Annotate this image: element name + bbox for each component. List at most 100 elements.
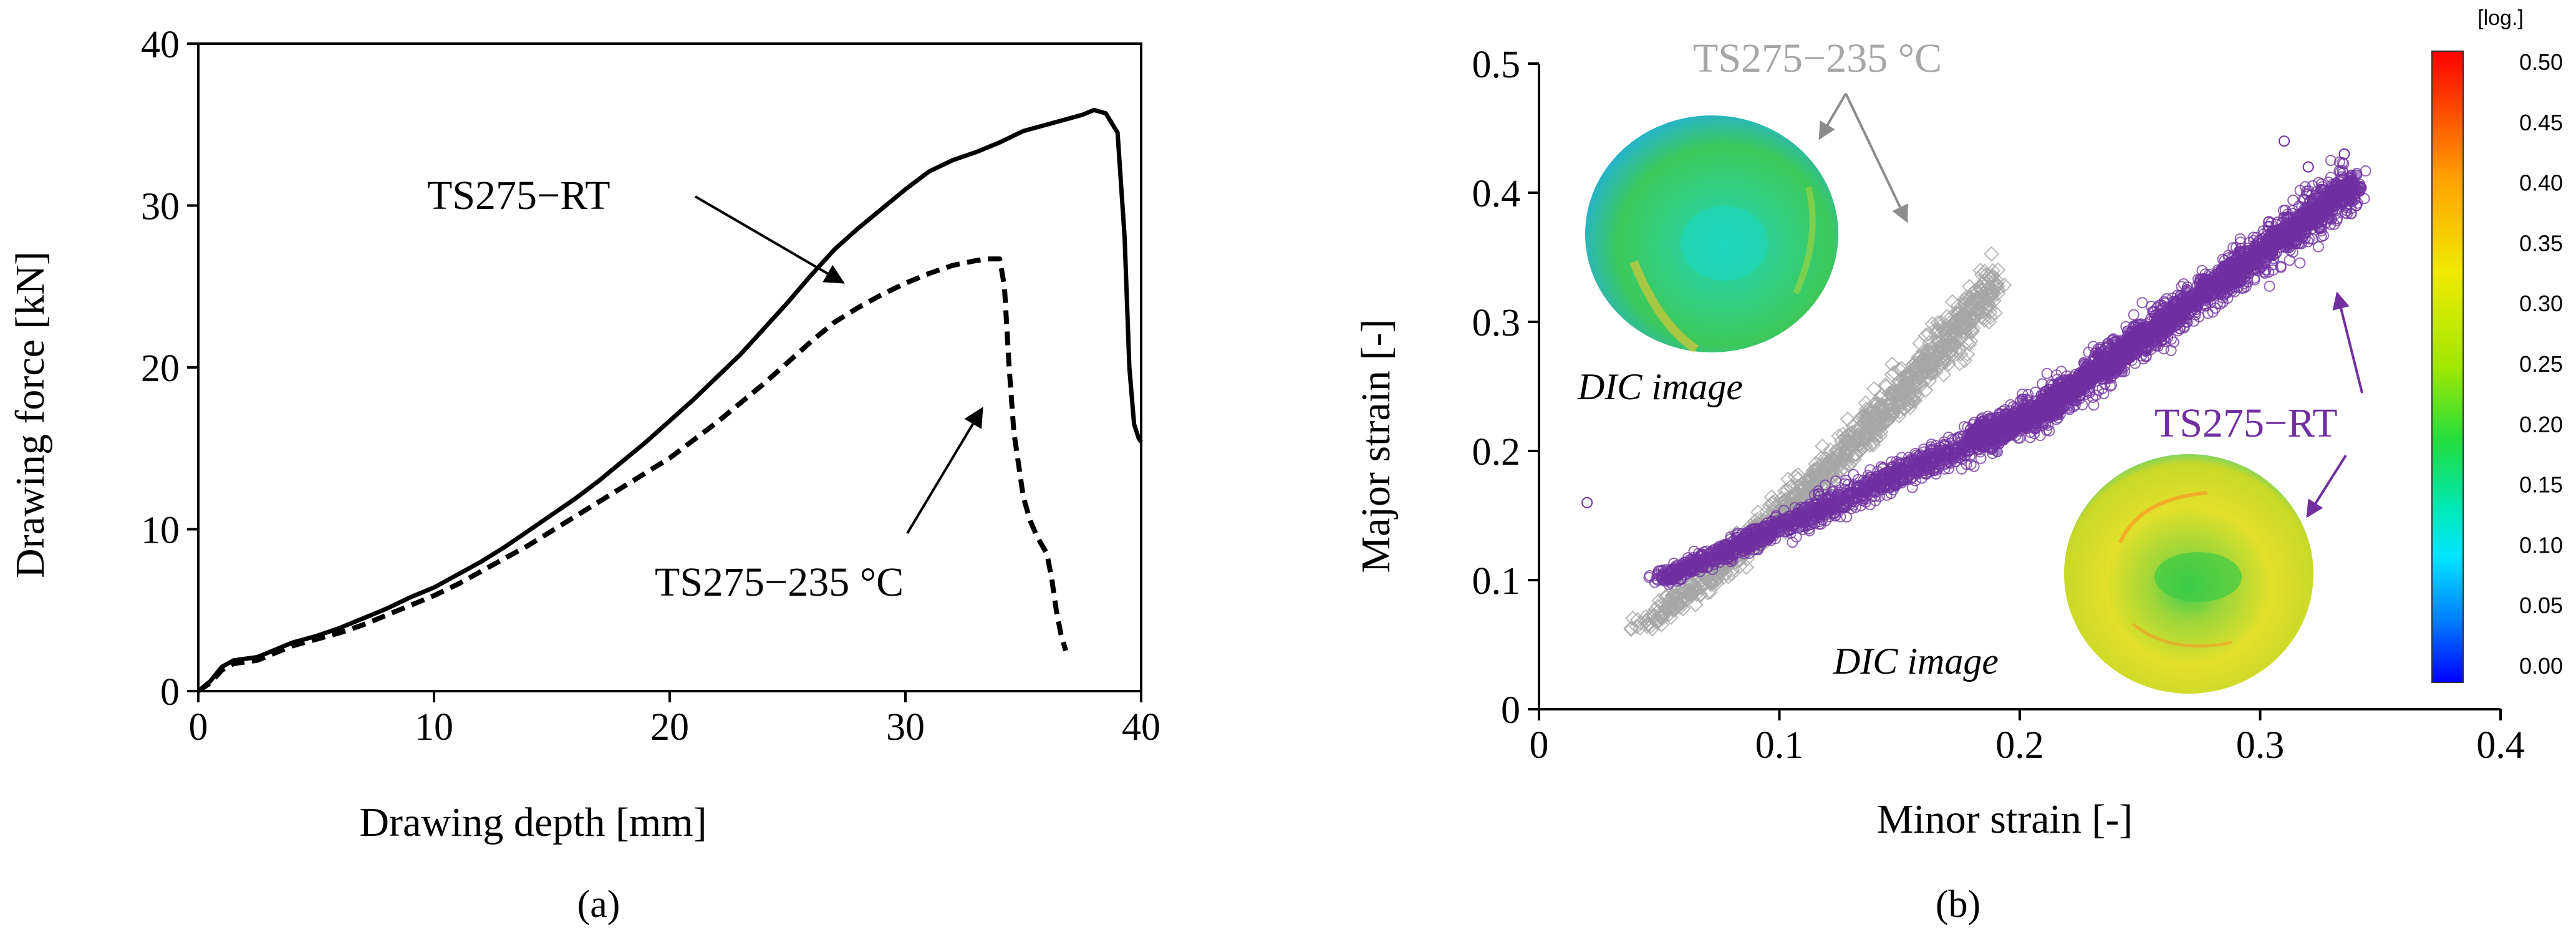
panel-b-point-rt bbox=[1958, 420, 1970, 432]
panel-b-point-rt bbox=[2294, 257, 2306, 269]
panel-a-arrow-rt bbox=[694, 195, 845, 284]
panel-a-annotation-235: TS275−235 °C bbox=[655, 560, 904, 605]
panel-a-series-235 bbox=[196, 256, 1068, 694]
dic-image-rt bbox=[2064, 454, 2313, 694]
panel-b-point-235 bbox=[1868, 406, 1884, 422]
panel-b-point-rt bbox=[1651, 568, 1663, 580]
panel-b-point-235 bbox=[1972, 263, 1989, 278]
panel-b-point-rt bbox=[2000, 409, 2012, 420]
panel-b-point-rt bbox=[2319, 196, 2331, 207]
panel-b-point-rt bbox=[1915, 457, 1927, 468]
panel-b-point-rt bbox=[2041, 367, 2053, 379]
panel-b-point-rt bbox=[2333, 182, 2345, 193]
panel-b-point-rt bbox=[2122, 325, 2133, 337]
panel-b-point-235 bbox=[1921, 359, 1937, 375]
panel-b-point-235 bbox=[1641, 611, 1657, 627]
panel-b-point-rt bbox=[1874, 473, 1886, 485]
panel-b-dic-label-2: DIC image bbox=[1833, 641, 1999, 682]
panel-b-point-rt bbox=[2232, 277, 2244, 288]
panel-b-point-rt bbox=[2140, 346, 2151, 357]
panel-b-point-235 bbox=[1943, 309, 1959, 325]
panel-b-point-rt bbox=[2264, 249, 2275, 261]
panel-b-xlabel: Minor strain [-] bbox=[1877, 797, 2133, 842]
panel-b-point-235 bbox=[1984, 246, 2000, 262]
panel-b-point-235 bbox=[1931, 352, 1947, 368]
panel-b-point-235 bbox=[1816, 464, 1833, 480]
panel-b-point-rt bbox=[2266, 229, 2277, 240]
panel-b-point-235 bbox=[1865, 437, 1881, 453]
panel-b-point-rt bbox=[2325, 155, 2337, 167]
panel-a-xtick-label: 20 bbox=[650, 706, 689, 749]
panel-b-point-235 bbox=[1666, 601, 1682, 617]
panel-a-label: (a) bbox=[577, 883, 620, 926]
panel-b-point-235 bbox=[1929, 322, 1946, 339]
panel-a-ytick-label: 20 bbox=[141, 347, 180, 390]
panel-b-point-rt bbox=[2086, 361, 2098, 373]
panel-b-point-235 bbox=[1782, 479, 1798, 495]
panel-b-point-rt bbox=[2108, 337, 2120, 348]
colorbar-tick-label: 0.10 bbox=[2519, 532, 2563, 558]
panel-b-point-235 bbox=[1702, 573, 1719, 589]
panel-b-arrow-rt-down bbox=[2306, 454, 2347, 518]
panel-b-point-rt bbox=[2088, 399, 2100, 411]
panel-b-point-235 bbox=[1915, 368, 1931, 384]
panel-b-scatter bbox=[1581, 135, 2371, 637]
panel-b-point-235 bbox=[1868, 397, 1884, 413]
panel-b-point-rt bbox=[2294, 185, 2306, 196]
panel-a-xtick-label: 10 bbox=[415, 706, 453, 749]
panel-b-point-rt bbox=[2043, 425, 2055, 437]
panel-b-point-rt bbox=[2310, 207, 2322, 218]
panel-b-arrow-235-left bbox=[1818, 92, 1847, 140]
panel-b-xtick-label: 0.2 bbox=[1995, 724, 2044, 767]
panel-b-point-235 bbox=[1957, 352, 1972, 369]
panel-b-point-235 bbox=[1908, 355, 1924, 371]
panel-b-point-235 bbox=[1853, 432, 1869, 448]
panel-b-point-235 bbox=[1987, 305, 2003, 321]
panel-b-point-rt bbox=[1813, 485, 1825, 497]
panel-b-point-235 bbox=[1830, 442, 1846, 458]
panel-b-point-235 bbox=[1980, 296, 1996, 312]
panel-b-point-235 bbox=[1797, 480, 1813, 496]
panel-b-point-rt bbox=[1675, 563, 1687, 574]
panel-b-point-rt bbox=[2110, 366, 2122, 377]
panel-b-arrow-235-right bbox=[1845, 93, 1908, 223]
panel-b-point-235 bbox=[1708, 573, 1724, 589]
panel-a-ytick-label: 30 bbox=[141, 186, 180, 228]
panel-b-point-235 bbox=[1953, 329, 1969, 345]
panel-b-point-235 bbox=[1623, 621, 1639, 637]
panel-b-point-rt bbox=[1727, 548, 1739, 560]
panel-b-point-235 bbox=[1958, 307, 1974, 323]
panel-b-point-rt bbox=[2256, 243, 2268, 254]
panel-b-point-235 bbox=[1667, 591, 1684, 608]
panel-b-point-235 bbox=[1918, 363, 1934, 379]
colorbar-tick-label: 0.35 bbox=[2519, 230, 2563, 256]
panel-b-point-rt bbox=[1773, 526, 1785, 538]
panel-b-point-235 bbox=[1790, 467, 1807, 483]
panel-b-point-235 bbox=[1846, 452, 1862, 468]
panel-b-point-rt bbox=[1946, 434, 1958, 445]
panel-b-point-235 bbox=[1831, 428, 1847, 444]
panel-b-point-rt bbox=[1714, 540, 1725, 552]
panel-b-point-235 bbox=[1952, 356, 1968, 372]
panel-b-ytick-label: 0.1 bbox=[1472, 560, 1521, 603]
panel-b-point-235 bbox=[1889, 388, 1906, 404]
panel-b-point-235 bbox=[1950, 298, 1966, 314]
colorbar-tick-label: 0.50 bbox=[2519, 49, 2563, 75]
colorbar-title: [log.] bbox=[2477, 6, 2524, 30]
panel-b-point-235 bbox=[1961, 310, 1977, 326]
panel-b-point-235 bbox=[1884, 401, 1900, 417]
panel-b-point-235 bbox=[1934, 340, 1950, 356]
panel-b-point-235 bbox=[1962, 278, 1977, 294]
panel-b-point-235 bbox=[1651, 593, 1667, 609]
colorbar-tick-label: 0.00 bbox=[2519, 653, 2563, 679]
panel-b-point-235 bbox=[1689, 580, 1705, 596]
panel-b-point-rt bbox=[2186, 298, 2197, 310]
panel-b-label: (b) bbox=[1936, 883, 1980, 926]
panel-b-point-235 bbox=[1932, 346, 1949, 362]
panel-b-point-rt bbox=[2044, 387, 2056, 399]
panel-b-point-rt bbox=[1699, 553, 1710, 565]
panel-b-point-235 bbox=[1776, 493, 1792, 509]
panel-b-point-rt bbox=[2312, 241, 2324, 253]
panel-b-point-rt bbox=[1975, 452, 1987, 464]
